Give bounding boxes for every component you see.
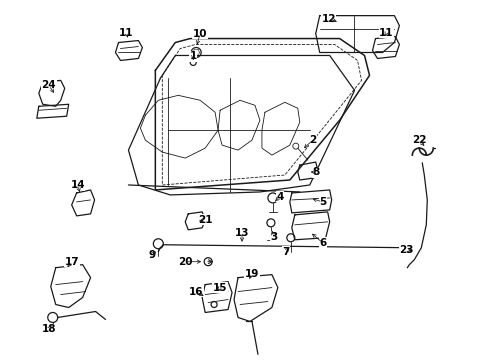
- Text: 20: 20: [178, 257, 192, 267]
- Text: 8: 8: [311, 167, 319, 177]
- Text: 14: 14: [70, 180, 85, 190]
- Text: 12: 12: [321, 14, 335, 24]
- Text: 19: 19: [244, 269, 259, 279]
- Text: 24: 24: [41, 80, 56, 90]
- Text: 7: 7: [282, 247, 289, 257]
- Text: 13: 13: [234, 228, 249, 238]
- Text: 2: 2: [308, 135, 316, 145]
- Text: 1: 1: [189, 51, 197, 62]
- Text: 15: 15: [212, 283, 227, 293]
- Text: 17: 17: [64, 257, 79, 267]
- Text: 23: 23: [398, 245, 413, 255]
- Text: 22: 22: [411, 135, 426, 145]
- Text: 3: 3: [270, 232, 277, 242]
- Text: 10: 10: [193, 28, 207, 39]
- Text: 16: 16: [188, 287, 203, 297]
- Text: 21: 21: [198, 215, 212, 225]
- Text: 4: 4: [276, 192, 283, 202]
- Text: 11: 11: [378, 28, 393, 37]
- Text: 5: 5: [318, 197, 325, 207]
- Text: 18: 18: [41, 324, 56, 334]
- Text: 9: 9: [148, 250, 156, 260]
- Text: 11: 11: [119, 28, 133, 37]
- Text: 6: 6: [318, 238, 325, 248]
